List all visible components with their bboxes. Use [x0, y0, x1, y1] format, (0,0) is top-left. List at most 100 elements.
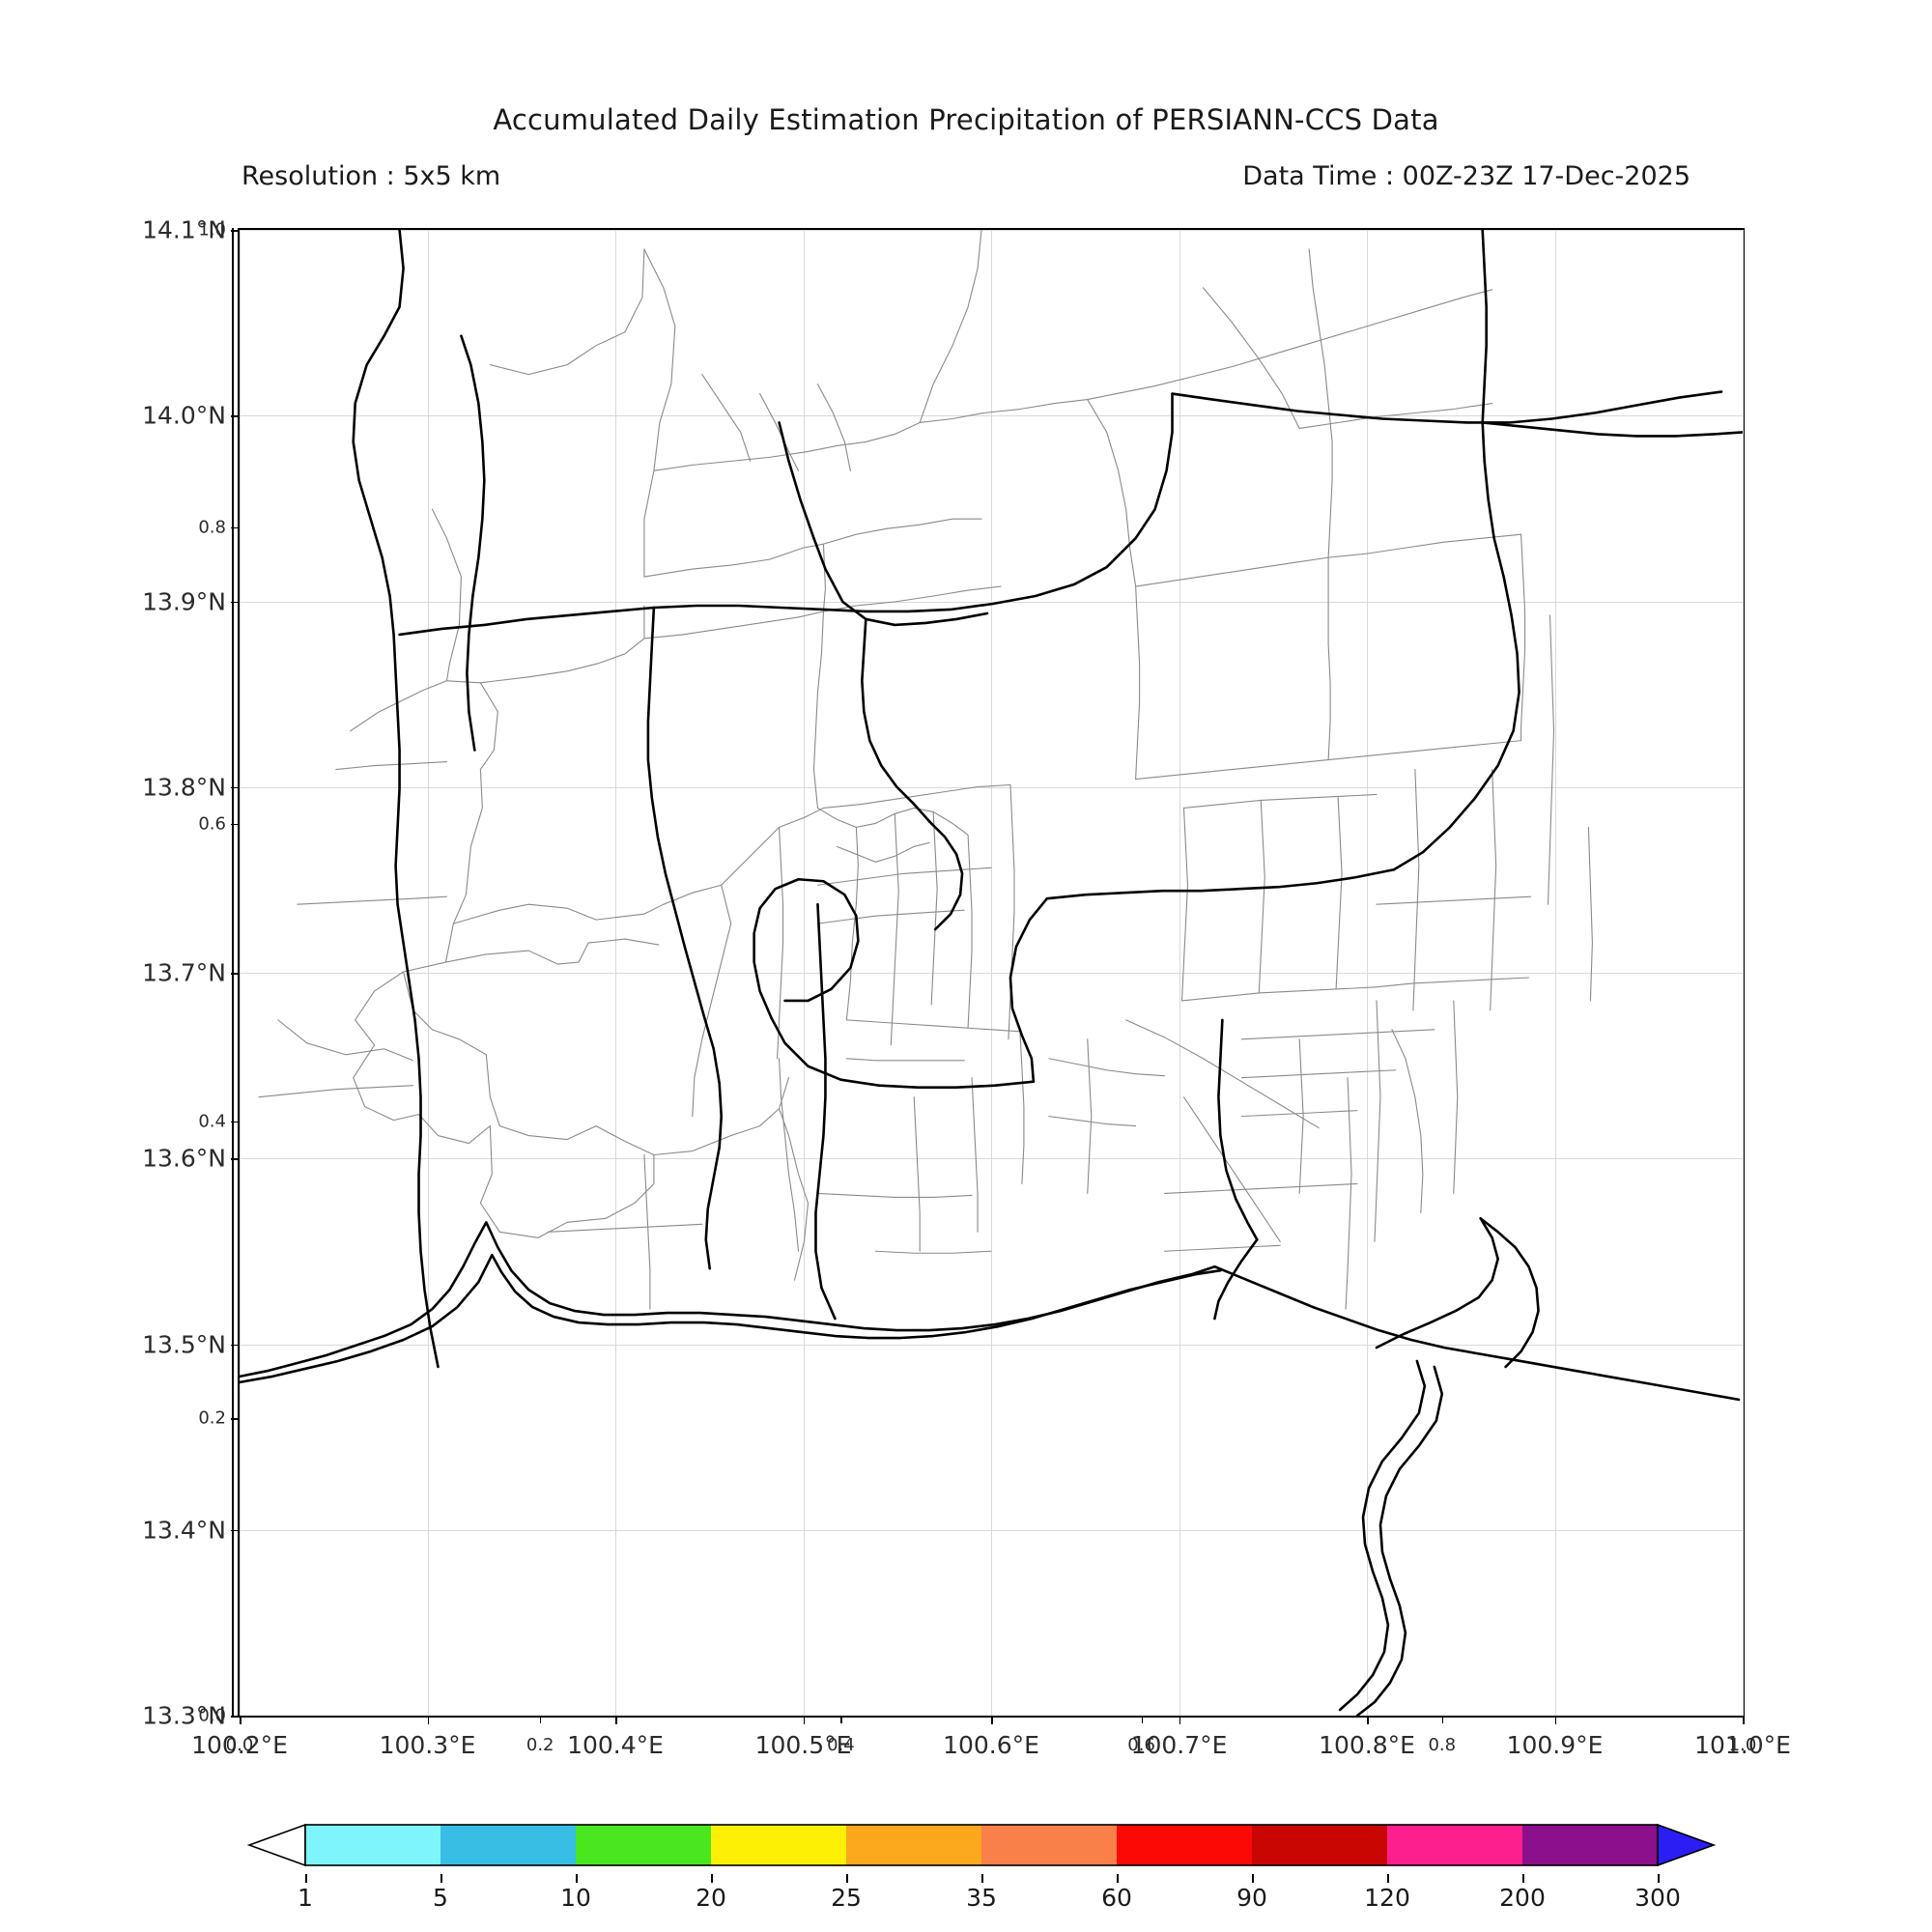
x-tick-label: 101.0°E [1694, 1731, 1791, 1759]
colorbar[interactable]: 1 5 10 20 25 35 60 90 120 200 300 [247, 1824, 1793, 1920]
y-tick [231, 786, 240, 789]
y-tick-label: 14.1°N [142, 215, 226, 244]
map-geometry-layer [240, 230, 1743, 1716]
colorbar-tick [1252, 1874, 1254, 1883]
y-tick-label: 13.6°N [142, 1144, 226, 1173]
secondary-y-tick [231, 230, 240, 232]
data-time-label: Data Time : 00Z-23Z 17-Dec-2025 [1242, 161, 1690, 191]
x-tick-label: 100.7°E [1130, 1731, 1228, 1759]
secondary-y-tick-label: 0.2 [198, 1407, 226, 1429]
colorbar-band[interactable] [440, 1825, 576, 1865]
y-tick-label: 13.3°N [142, 1701, 226, 1730]
x-tick-label: 100.5°E [754, 1731, 852, 1759]
y-tick [231, 973, 240, 975]
colorbar-tick [981, 1874, 983, 1883]
y-tick [231, 1529, 240, 1532]
secondary-y-tick [231, 1716, 240, 1718]
colorbar-swatches[interactable] [247, 1824, 1793, 1870]
secondary-y-tick-label: 0.0 [198, 1705, 226, 1726]
colorbar-tick-label: 1 [298, 1884, 313, 1912]
y-tick-label: 14.0°N [142, 401, 226, 430]
y-tick-label: 13.7°N [142, 958, 226, 987]
y-tick-label: 13.8°N [142, 773, 226, 802]
colorbar-band[interactable] [576, 1825, 711, 1865]
colorbar-band[interactable] [1252, 1825, 1387, 1865]
colorbar-tick-label: 35 [966, 1884, 997, 1912]
gridline-horizontal [240, 1344, 1743, 1346]
secondary-y-tick-label: 0.4 [198, 1111, 226, 1132]
colorbar-tick-labels: 1 5 10 20 25 35 60 90 120 200 300 [247, 1874, 1793, 1918]
secondary-x-tick-label: 0.6 [1127, 1735, 1155, 1755]
x-tick-label: 100.4°E [567, 1731, 664, 1759]
y-tick [231, 601, 240, 604]
secondary-y-tick-label: 1.0 [198, 219, 226, 241]
colorbar-tick-label: 10 [560, 1884, 591, 1912]
y-tick-label: 13.5°N [142, 1330, 226, 1358]
secondary-y-tick [231, 1418, 240, 1420]
colorbar-over-arrow [1657, 1824, 1717, 1867]
secondary-x-tick [840, 1716, 842, 1723]
x-tick [1367, 1716, 1369, 1724]
x-tick [427, 1716, 430, 1724]
resolution-label: Resolution : 5x5 km [242, 161, 501, 191]
x-tick-label: 100.6°E [943, 1731, 1039, 1759]
secondary-x-tick-label: 0.4 [827, 1735, 855, 1755]
gridline-horizontal [240, 1529, 1743, 1531]
gridline-horizontal [240, 601, 1743, 603]
colorbar-tick-label: 120 [1364, 1884, 1410, 1912]
secondary-x-tick [1441, 1716, 1444, 1723]
colorbar-band[interactable] [981, 1825, 1117, 1865]
secondary-y-tick-label: 0.8 [198, 517, 226, 538]
x-tick [803, 1716, 806, 1724]
y-tick-label: 13.4°N [142, 1516, 226, 1545]
secondary-y-tick [231, 526, 240, 528]
colorbar-tick [1117, 1874, 1119, 1883]
secondary-x-tick [240, 1716, 242, 1723]
colorbar-band[interactable] [711, 1825, 846, 1865]
secondary-x-tick-label: 1.0 [1728, 1735, 1757, 1755]
colorbar-band[interactable] [846, 1825, 981, 1865]
y-tick-label: 13.9°N [142, 587, 226, 615]
colorbar-tick [440, 1874, 442, 1883]
gridline-vertical [1743, 230, 1744, 1716]
x-tick [991, 1716, 993, 1724]
colorbar-tick-label: 25 [831, 1884, 862, 1912]
secondary-y-tick-label: 0.6 [198, 813, 226, 835]
colorbar-tick-label: 300 [1634, 1884, 1681, 1912]
district-boundaries [258, 230, 1593, 1310]
colorbar-band[interactable] [1522, 1825, 1658, 1865]
colorbar-tick [1387, 1874, 1389, 1883]
gridline-horizontal [240, 415, 1743, 417]
secondary-x-tick-label: 0.8 [1428, 1735, 1457, 1755]
colorbar-tick-label: 20 [696, 1884, 726, 1912]
secondary-x-tick [1141, 1716, 1143, 1723]
secondary-x-tick [1743, 1716, 1745, 1723]
province-boundaries [240, 230, 1743, 1716]
x-tick [1179, 1716, 1181, 1724]
colorbar-tick-label: 90 [1236, 1884, 1267, 1912]
colorbar-tick [846, 1874, 848, 1883]
x-tick [1554, 1716, 1557, 1724]
colorbar-band[interactable] [305, 1825, 440, 1865]
colorbar-band[interactable] [1117, 1825, 1252, 1865]
gridline-horizontal [240, 973, 1743, 974]
page-title: Accumulated Daily Estimation Precipitati… [493, 103, 1439, 136]
gridline-horizontal [240, 1158, 1743, 1160]
colorbar-band[interactable] [1387, 1825, 1522, 1865]
secondary-x-tick-label: 0.2 [526, 1735, 554, 1755]
boundaries-svg [240, 230, 1743, 1716]
colorbar-tick [1522, 1874, 1524, 1883]
gridline-horizontal [240, 786, 1743, 788]
y-tick [231, 415, 240, 417]
colorbar-tick [711, 1874, 713, 1883]
x-tick-label: 100.8°E [1319, 1731, 1415, 1759]
y-tick [231, 1158, 240, 1160]
colorbar-tick [576, 1874, 578, 1883]
colorbar-tick [305, 1874, 307, 1883]
x-tick-label: 100.9°E [1506, 1731, 1604, 1759]
y-tick [231, 1344, 240, 1347]
colorbar-under-arrow [247, 1824, 306, 1867]
map-axes[interactable]: 13.3°N 13.4°N 13.5°N 13.6°N 13.7°N 13.8°… [142, 216, 1791, 1760]
gridline-horizontal [240, 230, 1743, 231]
